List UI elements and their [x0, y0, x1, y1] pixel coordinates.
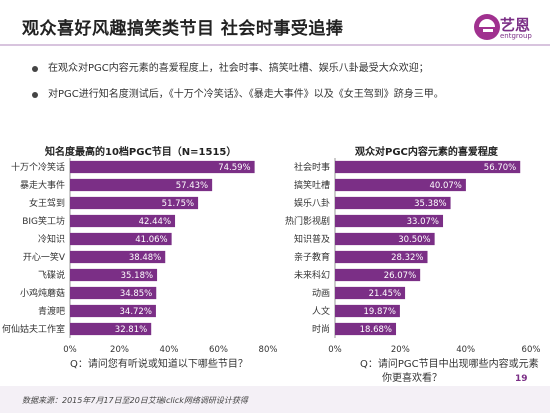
- data-label: 19.87%: [363, 307, 395, 317]
- bar: [70, 286, 157, 300]
- data-label: 38.48%: [129, 253, 161, 263]
- bar: [335, 304, 400, 318]
- tick-label: 40%: [160, 345, 179, 355]
- bullet-dot-icon: [32, 66, 38, 72]
- bar: [335, 322, 397, 336]
- tick-label: 40%: [456, 345, 475, 355]
- category-label: 娱乐八卦: [294, 197, 330, 209]
- tick-label: 60%: [209, 345, 228, 355]
- bar: [70, 178, 213, 192]
- bar: [335, 268, 421, 282]
- data-label: 42.44%: [139, 217, 171, 227]
- data-label: 33.07%: [407, 217, 439, 227]
- question-left: Q：请问您有听说或知道以下哪些节目？: [70, 359, 248, 370]
- bar: [70, 196, 199, 210]
- category-label: 知识普及: [294, 233, 330, 245]
- data-label: 26.07%: [384, 271, 416, 281]
- category-label: 青渡吧: [38, 305, 65, 317]
- tick-label: 0%: [328, 345, 342, 355]
- data-label: 35.18%: [121, 271, 153, 281]
- data-label: 51.75%: [162, 199, 194, 209]
- category-label: 人文: [312, 305, 330, 317]
- chart-title-left: 知名度最高的10档PGC节目（N=1515）: [45, 147, 237, 158]
- chart-left: 十万个冷笑话 74.59% 暴走大事件 57.43% 女王驾到 51.75% BIG笑工坊 4…: [2, 158, 278, 355]
- tick-label: 20%: [391, 345, 410, 355]
- bullet-text: 在观众对PGC内容元素的喜爱程度上，社会时事、搞笑吐槽、娱乐八卦最受大众欢迎；: [48, 63, 429, 74]
- category-label: 亲子教育: [294, 251, 330, 263]
- bar: [335, 214, 444, 228]
- category-label: 时尚: [312, 323, 330, 335]
- bar: [70, 214, 176, 228]
- header-divider: [0, 44, 550, 46]
- question-right-line2: 你更喜欢看？: [382, 373, 442, 384]
- category-label: 未来科幻: [294, 269, 330, 281]
- category-label: 飞碟说: [38, 269, 65, 281]
- bar: [335, 196, 451, 210]
- chart-title-right: 观众对PGC内容元素的喜爱程度: [355, 147, 498, 158]
- category-label: BIG笑工坊: [22, 215, 65, 227]
- data-label: 30.50%: [398, 235, 430, 245]
- category-label: 何仙姑夫工作室: [2, 323, 65, 335]
- data-label: 74.59%: [218, 163, 250, 173]
- question-right: Q：请问PGC节目中出现哪些内容或元素 你更喜欢看？: [360, 358, 539, 386]
- bar: [70, 232, 172, 246]
- bar: [335, 178, 466, 192]
- category-label: 搞笑吐槽: [294, 179, 330, 191]
- data-label: 35.38%: [414, 199, 446, 209]
- bullet-item: 在观众对PGC内容元素的喜爱程度上，社会时事、搞笑吐槽、娱乐八卦最受大众欢迎；: [28, 62, 444, 76]
- bullet-dot-icon: [32, 92, 38, 98]
- tick-label: 20%: [110, 345, 129, 355]
- page-number: 19: [515, 374, 528, 384]
- category-label: 热门影视剧: [285, 215, 330, 227]
- tick-label: 80%: [259, 345, 278, 355]
- data-label: 18.68%: [360, 325, 392, 335]
- question-right-line1: Q：请问PGC节目中出现哪些内容或元素: [360, 359, 539, 370]
- data-label: 57.43%: [176, 181, 208, 191]
- bar: [335, 250, 428, 264]
- data-label: 56.70%: [484, 163, 516, 173]
- category-label: 女王驾到: [29, 197, 65, 209]
- bar: [70, 160, 255, 174]
- page-title: 观众喜好风趣搞笑类节目 社会时事受追捧: [22, 19, 344, 39]
- category-label: 开心一笑V: [23, 251, 66, 263]
- bar: [70, 304, 156, 318]
- bullet-list: 在观众对PGC内容元素的喜爱程度上，社会时事、搞笑吐槽、娱乐八卦最受大众欢迎； …: [28, 62, 444, 114]
- category-label: 十万个冷笑话: [11, 161, 65, 173]
- bar: [335, 160, 521, 174]
- bullet-item: 对PGC进行知名度测试后，《十万个冷笑话》、《暴走大事件》以及《女王驾到》跻身三…: [28, 88, 444, 102]
- data-label: 32.81%: [115, 325, 147, 335]
- data-label: 34.85%: [120, 289, 152, 299]
- tick-label: 60%: [522, 345, 541, 355]
- bar: [335, 286, 406, 300]
- data-label: 28.32%: [391, 253, 423, 263]
- tick-label: 0%: [63, 345, 77, 355]
- data-label: 41.06%: [135, 235, 167, 245]
- bar: [335, 232, 435, 246]
- footer-source: 数据来源：2015年7月17日至20日艾瑞iclick网络调研设计获得: [22, 396, 248, 405]
- footer-band: [0, 386, 550, 413]
- data-label: 21.45%: [369, 289, 401, 299]
- bar: [70, 250, 166, 264]
- data-label: 40.07%: [429, 181, 461, 191]
- logo-text: 艺恩: [500, 16, 531, 34]
- category-label: 动画: [312, 288, 330, 299]
- bar: [70, 322, 152, 336]
- chart-right: 社会时事 56.70% 搞笑吐槽 40.07% 娱乐八卦 35.38% 热门影视剧 33.07…: [285, 158, 541, 355]
- logo-icon: [474, 14, 500, 40]
- category-label: 冷知识: [38, 233, 65, 245]
- logo-subtext: entgroup: [500, 32, 532, 40]
- data-label: 34.72%: [120, 307, 152, 317]
- category-label: 社会时事: [294, 161, 330, 173]
- bullet-text: 对PGC进行知名度测试后，《十万个冷笑话》、《暴走大事件》以及《女王驾到》跻身三…: [48, 89, 444, 100]
- bar: [70, 268, 158, 282]
- category-label: 暴走大事件: [20, 179, 65, 191]
- category-label: 小鸡炖蘑菇: [20, 287, 65, 299]
